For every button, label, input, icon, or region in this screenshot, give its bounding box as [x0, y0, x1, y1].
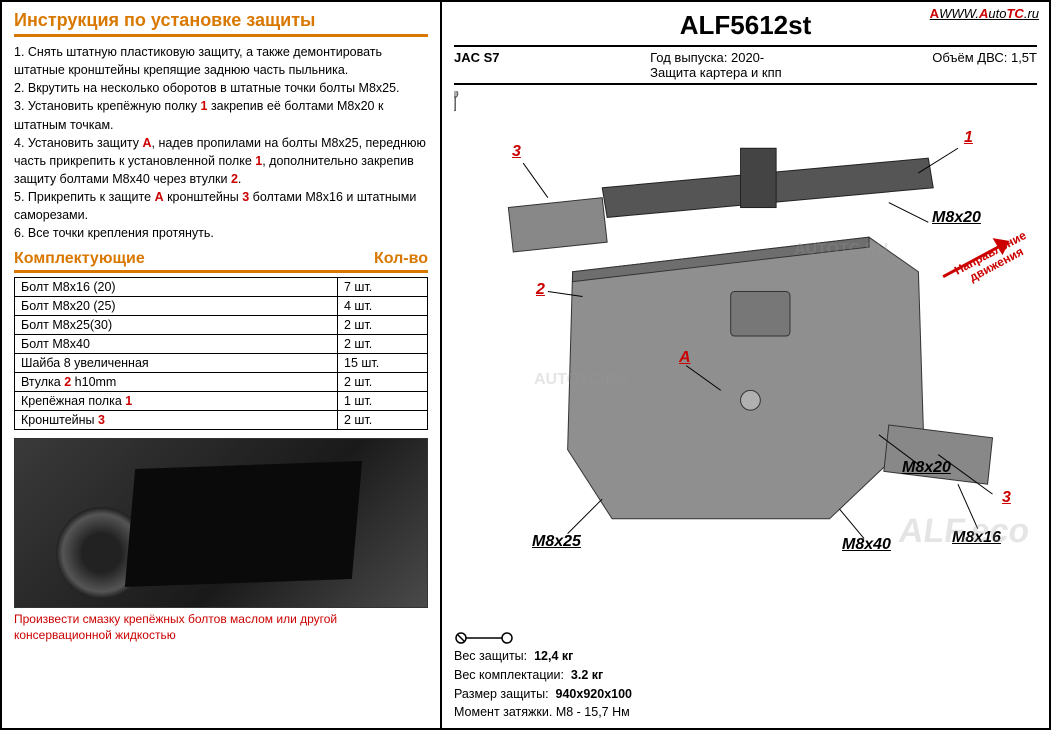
callout-3b: 3 — [1002, 489, 1011, 507]
label-m8x20-top: M8x20 — [932, 209, 981, 227]
part-name: Болт М8х20 (25) — [15, 297, 338, 316]
label-m8x20-bot: M8x20 — [902, 459, 951, 477]
wrench-icon — [454, 631, 514, 645]
part-name: Болт М8х16 (20) — [15, 278, 338, 297]
part-qty: 4 шт. — [338, 297, 428, 316]
parts-header: Комплектующие Кол-во — [14, 250, 428, 273]
right-panel: AWWW.AutoTC.ru ALF5612st JAC S7 Год выпу… — [442, 2, 1049, 728]
instruction-line: 6. Все точки крепления протянуть. — [14, 224, 428, 242]
spec-torque: Момент затяжки. М8 - 15,7 Нм — [454, 705, 630, 719]
meta-row: JAC S7 Год выпуска: 2020- Защита картера… — [454, 45, 1037, 85]
site-url: AWWW.AutoTC.ru — [930, 6, 1039, 21]
part-qty: 2 шт. — [338, 316, 428, 335]
diagram-svg — [454, 91, 1037, 581]
table-row: Болт М8х16 (20)7 шт. — [15, 278, 428, 297]
instruction-line: 2. Вкрутить на несколько оборотов в штат… — [14, 79, 428, 97]
part-name: Болт М8х25(30) — [15, 316, 338, 335]
callout-1: 1 — [964, 129, 973, 147]
part-qty: 2 шт. — [338, 411, 428, 430]
part-qty: 2 шт. — [338, 373, 428, 392]
part-name: Втулка 2 h10mm — [15, 373, 338, 392]
model: JAC S7 — [454, 50, 500, 80]
table-row: Кронштейны 32 шт. — [15, 411, 428, 430]
spec-weight: Вес защиты: 12,4 кг — [454, 649, 573, 663]
part-name: Шайба 8 увеличенная — [15, 354, 338, 373]
protect: Защита картера и кпп — [650, 65, 782, 80]
part-qty: 2 шт. — [338, 335, 428, 354]
instruction-line: 5. Прикрепить к защите А кронштейны 3 бо… — [14, 188, 428, 224]
photo-wrap: Произвести смазку крепёжных болтов масло… — [14, 438, 428, 643]
table-row: Шайба 8 увеличенная15 шт. — [15, 354, 428, 373]
callout-3a: 3 — [512, 143, 521, 161]
part-name: Крепёжная полка 1 — [15, 392, 338, 411]
table-row: Болт М8х20 (25)4 шт. — [15, 297, 428, 316]
table-row: Болт М8х25(30)2 шт. — [15, 316, 428, 335]
part-qty: 1 шт. — [338, 392, 428, 411]
instruction-line: 1. Снять штатную пластиковую защиту, а т… — [14, 43, 428, 79]
table-row: Втулка 2 h10mm2 шт. — [15, 373, 428, 392]
spec-size: Размер защиты: 940x920x100 — [454, 687, 632, 701]
instructions-body: 1. Снять штатную пластиковую защиту, а т… — [14, 43, 428, 242]
bottom-spec: Вес защиты: 12,4 кг Вес комплектации: 3.… — [454, 628, 632, 722]
left-panel: Инструкция по установке защиты 1. Снять … — [2, 2, 442, 728]
part-qty: 15 шт. — [338, 354, 428, 373]
label-m8x25: M8x25 — [532, 533, 581, 551]
engine: Объём ДВС: 1,5Т — [932, 50, 1037, 80]
part-name: Болт М8х40 — [15, 335, 338, 354]
spec-kit-weight: Вес комплектации: 3.2 кг — [454, 668, 603, 682]
meta-mid: Год выпуска: 2020- Защита картера и кпп — [650, 50, 782, 80]
label-m8x40: M8x40 — [842, 536, 891, 554]
parts-title-right: Кол-во — [374, 250, 428, 268]
table-row: Болт М8х402 шт. — [15, 335, 428, 354]
parts-title-left: Комплектующие — [14, 250, 145, 268]
instruction-line: 4. Установить защиту А, надев пропилами … — [14, 134, 428, 188]
callout-2: 2 — [536, 281, 545, 299]
parts-table: Болт М8х16 (20)7 шт.Болт М8х20 (25)4 шт.… — [14, 277, 428, 430]
diagram: 3 1 2 А 3 M8x20 M8x20 M8x25 M8x40 M8x16 … — [454, 91, 1037, 581]
callout-A: А — [679, 349, 691, 367]
page: Инструкция по установке защиты 1. Снять … — [0, 0, 1051, 730]
install-photo — [14, 438, 428, 608]
instructions-title: Инструкция по установке защиты — [14, 10, 428, 37]
label-m8x16: M8x16 — [952, 529, 1001, 547]
year: Год выпуска: 2020- — [650, 50, 782, 65]
part-qty: 7 шт. — [338, 278, 428, 297]
table-row: Крепёжная полка 11 шт. — [15, 392, 428, 411]
instruction-line: 3. Установить крепёжную полку 1 закрепив… — [14, 97, 428, 133]
part-name: Кронштейны 3 — [15, 411, 338, 430]
photo-note: Произвести смазку крепёжных болтов масло… — [14, 612, 428, 643]
